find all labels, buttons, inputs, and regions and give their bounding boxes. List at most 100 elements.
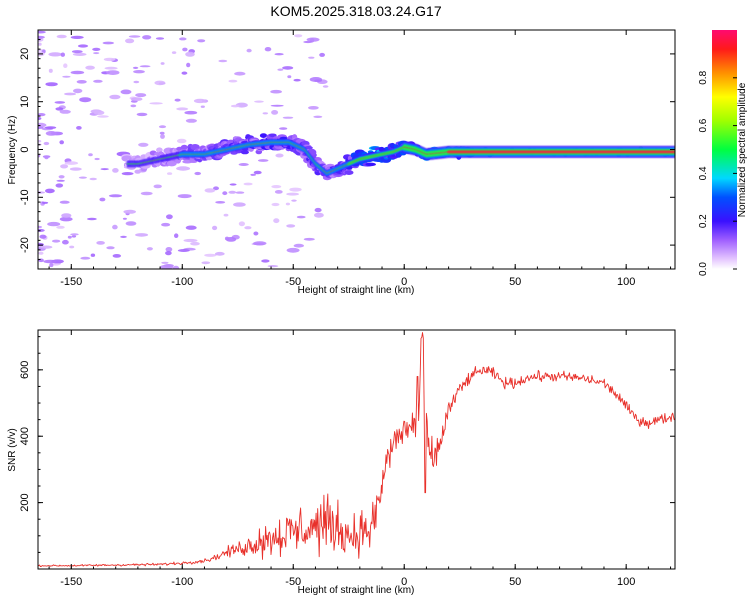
spectrogram-noise-blob [38, 113, 46, 117]
spectrogram-noise-blob [122, 217, 127, 220]
spectrogram-noise-blob [60, 52, 65, 57]
spectrogram-noise-blob [171, 51, 177, 54]
spectrogram-ytick-label: 10 [19, 96, 31, 108]
spectrogram-noise-blob [38, 225, 43, 229]
spectrogram-noise-blob [139, 65, 151, 68]
spectrogram-noise-blob [97, 115, 109, 118]
spectrogram-marks [38, 30, 675, 269]
spectrogram-noise-blob [197, 39, 206, 43]
spectrogram-noise-blob [45, 188, 55, 194]
spectrogram-ridge-blob [304, 146, 313, 150]
colorbar: 0.0 0.2 0.4 0.6 0.8 Normalized spectral ampl… [698, 30, 748, 276]
spectrogram-noise-blob [38, 42, 42, 46]
spectrogram-noise-blob [161, 222, 171, 227]
spectrogram-noise-blob [153, 184, 162, 189]
spectrogram-noise-blob [108, 194, 123, 198]
spectrogram-noise-blob [135, 233, 149, 237]
spectrogram-ridge-band [126, 142, 675, 174]
spectrogram-noise-blob [233, 202, 246, 207]
spectrogram-noise-blob [121, 172, 134, 176]
spectrogram-noise-blob [286, 247, 300, 253]
spectrogram-noise-blob [275, 153, 284, 158]
spectrogram-noise-blob [286, 224, 296, 228]
spectrogram-noise-blob [177, 249, 190, 252]
spectrogram-noise-blob [257, 159, 269, 162]
colorbar-tick-label: 0.0 [698, 262, 709, 276]
spectrogram-noise-blob [63, 63, 68, 68]
spectrogram-noise-blob [90, 253, 96, 257]
spectrogram-noise-blob [261, 259, 270, 263]
spectrogram-noise-blob [176, 166, 191, 171]
spectrogram-noise-blob [40, 245, 53, 249]
spectrogram-noise-blob [38, 140, 42, 143]
spectrogram-noise-blob [45, 131, 57, 136]
spectrogram-noise-blob [100, 168, 109, 171]
spectrogram-noise-blob [190, 241, 200, 246]
spectrogram-noise-blob [38, 191, 45, 194]
spectrogram-noise-blob [314, 212, 324, 218]
spectrogram-noise-blob [277, 68, 284, 71]
spectrogram-noise-blob [177, 194, 192, 199]
spectrogram-ridge-band [126, 139, 675, 176]
spectrogram-noise-blob [274, 53, 284, 56]
spectrogram-noise-blob [43, 141, 50, 146]
spectrogram-ridge-blob [259, 133, 268, 139]
spectrogram-noise-blob [212, 225, 218, 231]
spectrogram-noise-blob [71, 50, 83, 54]
spectrogram-ridge-blob [166, 160, 177, 167]
spectrogram-noise-blob [62, 239, 69, 245]
spectrogram-noise-blob [267, 265, 279, 268]
spectrogram-noise-blob [44, 155, 49, 160]
spectrogram-noise-blob [160, 264, 174, 269]
spectrogram-noise-blob [218, 59, 228, 63]
spectrogram-noise-blob [60, 164, 69, 169]
spectrogram-noise-blob [43, 259, 57, 264]
spectrogram-noise-blob [138, 142, 149, 147]
spectrogram-noise-blob [291, 199, 297, 202]
colorbar-label: Normalized spectral amplitude [737, 82, 748, 217]
spectrogram-ridge-blob [365, 162, 377, 167]
spectrogram-noise-blob [270, 104, 284, 107]
snr-ytick-label: 600 [19, 361, 31, 379]
colorbar-gradient [712, 30, 737, 269]
spectrogram-noise-blob [135, 93, 147, 98]
spectrogram-noise-blob [38, 116, 42, 121]
spectrogram-noise-blob [271, 185, 282, 189]
spectrogram-noise-blob [271, 110, 279, 115]
spectrogram-noise-blob [174, 233, 179, 238]
spectrogram-noise-blob [279, 127, 288, 130]
spectrogram-noise-blob [41, 201, 49, 204]
spectrogram-xtick-label: -150 [60, 276, 82, 288]
spectrogram-noise-blob [130, 97, 143, 101]
spectrogram-noise-blob [128, 35, 141, 38]
figure-title: KOM5.2025.318.03.24.G17 [270, 3, 441, 19]
spectrogram-noise-blob [56, 179, 65, 182]
spectrogram-noise-blob [293, 78, 301, 82]
spectrogram-noise-blob [186, 62, 191, 68]
spectrogram-noise-blob [38, 122, 47, 128]
spectrogram-noise-blob [172, 265, 180, 269]
spectrogram-ytick-label: -10 [19, 189, 31, 205]
spectrogram-ridge-blob [156, 147, 163, 153]
spectrogram-noise-blob [48, 52, 62, 57]
spectrogram-xtick-label: -50 [285, 276, 301, 288]
spectrogram-noise-blob [132, 66, 139, 69]
spectrogram-noise-blob [314, 207, 322, 213]
spectrogram-noise-blob [38, 251, 44, 255]
spectrogram-noise-blob [303, 40, 313, 44]
spectrogram-noise-blob [133, 80, 140, 84]
spectrogram-noise-blob [87, 217, 97, 221]
spectrogram-noise-blob [140, 191, 153, 196]
spectrogram-noise-blob [136, 112, 148, 117]
spectrogram-noise-blob [243, 182, 253, 186]
spectrogram-noise-blob [161, 261, 169, 264]
snr-xtick-label: 50 [509, 576, 521, 588]
snr-axes: -150 -100 -50 0 50 100 200 400 600 [19, 330, 675, 588]
spectrogram-noise-blob [184, 110, 198, 115]
spectrogram-ridge-blob [389, 142, 396, 149]
spectrogram-xlabel: Height of straight line (km) [298, 285, 415, 296]
spectrogram-noise-blob [64, 92, 77, 96]
spectrogram-noise-blob [59, 109, 71, 114]
